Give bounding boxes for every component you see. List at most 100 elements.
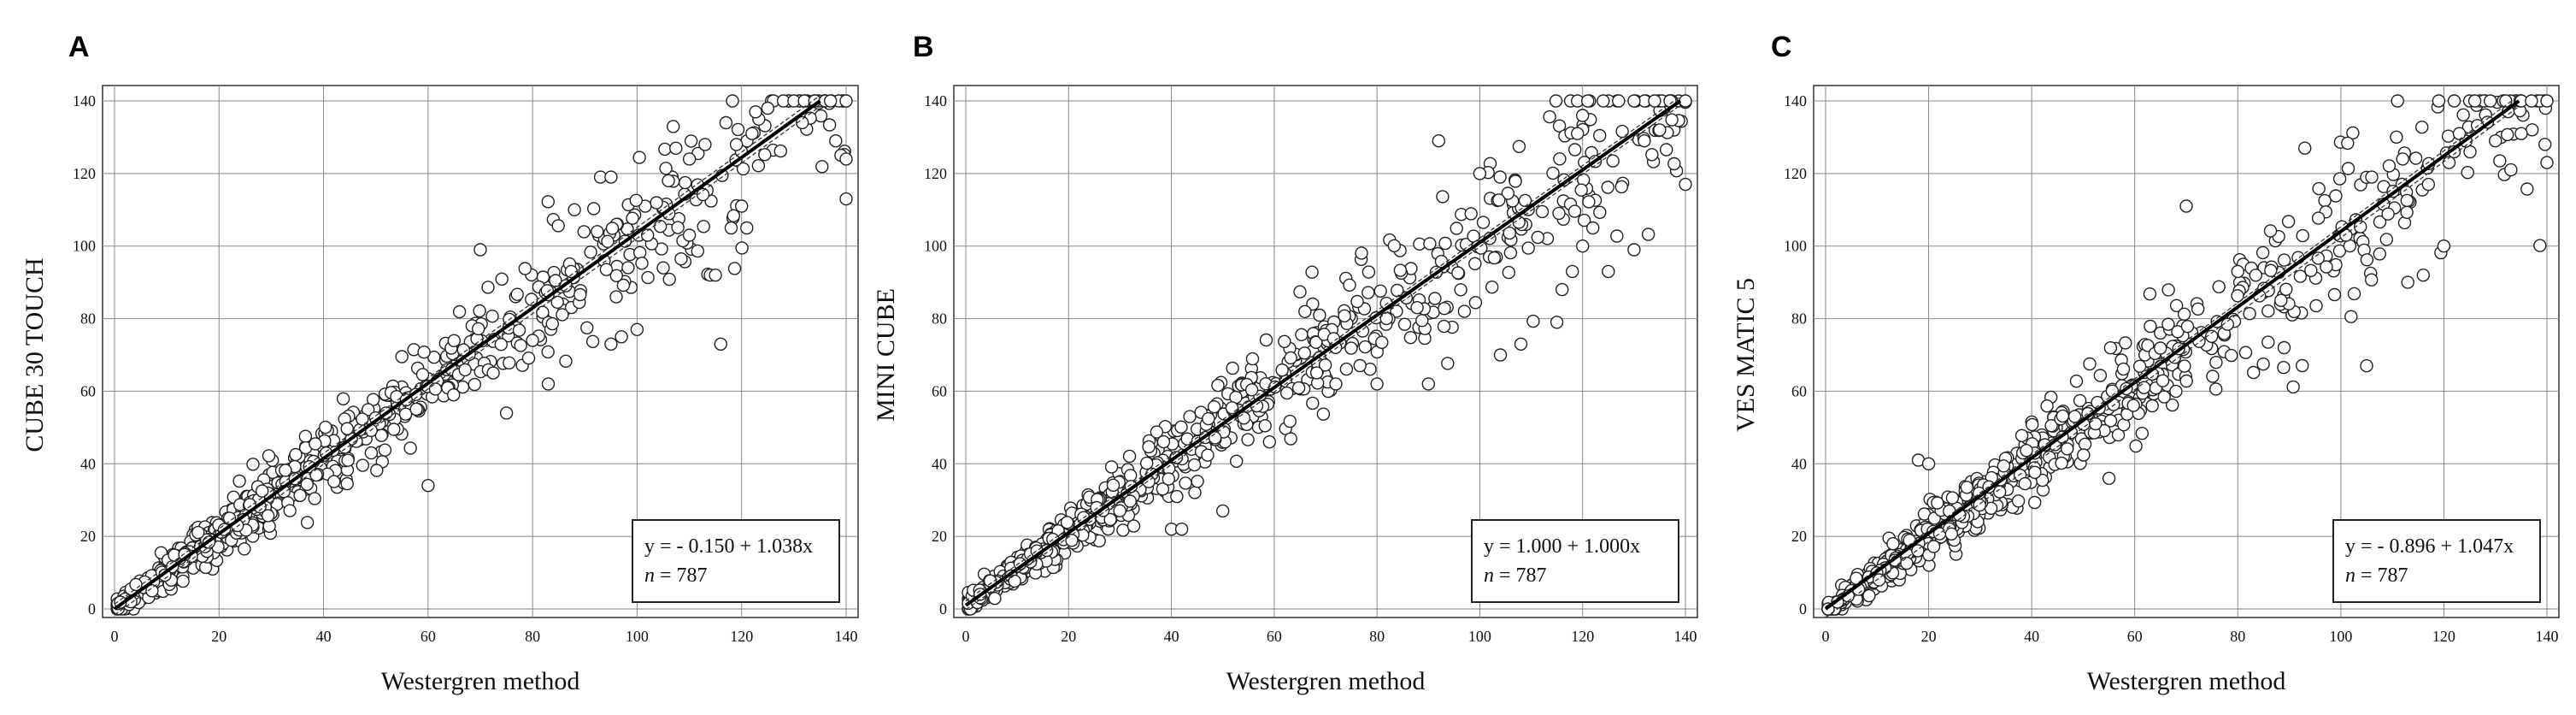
data-point: [2077, 448, 2091, 462]
data-point: [1570, 127, 1585, 140]
data-point: [2116, 362, 2131, 376]
data-point: [452, 304, 467, 319]
data-point: [726, 94, 739, 108]
data-point: [1567, 143, 1582, 157]
data-point: [1648, 94, 1661, 108]
data-point: [1514, 337, 1528, 351]
data-point: [473, 243, 487, 257]
y-tick-label: 100: [73, 238, 96, 255]
data-point: [2365, 170, 2379, 184]
data-point: [2400, 193, 2414, 208]
x-tick-label: 0: [111, 628, 119, 645]
data-point: [499, 406, 514, 420]
data-point: [679, 175, 692, 190]
data-point: [650, 196, 663, 210]
data-point: [1552, 119, 1567, 133]
data-point: [2056, 409, 2070, 423]
data-point: [2525, 94, 2538, 108]
x-tick-label: 0: [1822, 628, 1830, 645]
panel-letter: C: [1771, 31, 1792, 63]
data-point: [2231, 289, 2244, 303]
data-point: [1393, 263, 1408, 277]
data-point: [2414, 120, 2429, 134]
data-point: [2224, 348, 2238, 363]
data-point: [494, 338, 508, 352]
data-point: [2018, 476, 2032, 491]
data-point: [541, 377, 556, 391]
y-tick-label: 120: [73, 165, 96, 182]
sample-size-symbol: n: [2345, 564, 2355, 587]
data-point: [1526, 314, 1540, 328]
data-point: [1358, 340, 1373, 354]
data-point: [1451, 266, 1465, 280]
data-point: [283, 504, 297, 517]
data-point: [564, 264, 578, 279]
data-point: [2401, 275, 2414, 289]
panel-a: A 0 20 40 60 80 100 120 140 0 20 40 60 80 100 120 140 Wes…: [21, 31, 859, 695]
data-point: [1103, 512, 1117, 527]
data-point: [698, 138, 712, 151]
y-tick-label: 0: [939, 600, 947, 618]
data-point: [2020, 444, 2033, 458]
data-point: [536, 305, 550, 319]
data-point: [2040, 399, 2054, 413]
data-point: [1503, 245, 1518, 260]
data-point: [1284, 432, 1297, 446]
data-point: [473, 304, 486, 318]
y-tick-label: 80: [932, 310, 947, 328]
data-point: [1521, 241, 1535, 255]
data-point: [815, 160, 829, 174]
data-point: [822, 118, 837, 132]
data-point: [2304, 263, 2318, 277]
data-point: [246, 458, 260, 471]
data-point: [2343, 239, 2357, 253]
data-point: [341, 453, 355, 467]
data-point: [1464, 207, 1478, 221]
data-point: [468, 377, 481, 392]
data-point: [729, 138, 744, 151]
data-point: [2437, 239, 2451, 253]
x-tick-label: 40: [2024, 628, 2039, 645]
data-point: [2165, 398, 2179, 412]
data-point: [1614, 180, 1629, 194]
data-point: [2416, 269, 2431, 282]
data-point: [549, 274, 562, 287]
data-point: [662, 272, 676, 287]
data-point: [1113, 504, 1126, 517]
sample-size-symbol: n: [1484, 564, 1494, 587]
data-point: [1244, 383, 1259, 397]
data-point: [2137, 381, 2151, 394]
data-point: [486, 366, 500, 380]
data-point: [839, 192, 853, 206]
data-point: [1441, 357, 1455, 370]
data-point: [1259, 333, 1273, 347]
data-point: [1476, 216, 1491, 229]
data-point: [2155, 374, 2170, 387]
data-point: [2083, 357, 2097, 371]
data-point: [1512, 139, 1526, 154]
data-point: [1329, 377, 1343, 391]
data-point: [1593, 205, 1607, 220]
data-point: [568, 203, 581, 217]
data-point: [2297, 141, 2312, 155]
data-point: [1313, 308, 1326, 322]
data-point: [1597, 94, 1610, 108]
data-point: [626, 211, 639, 225]
data-point: [2264, 263, 2278, 277]
data-point: [1931, 496, 1944, 510]
regression-line: [964, 99, 1682, 607]
data-point: [1339, 362, 1354, 376]
data-point: [2344, 310, 2358, 323]
y-tick-label: 60: [80, 382, 96, 399]
x-tick-label: 60: [421, 628, 436, 645]
x-tick-label: 120: [2432, 628, 2455, 645]
data-point: [421, 479, 435, 493]
y-tick-label: 0: [88, 600, 96, 618]
data-point: [145, 584, 159, 598]
data-point: [2421, 177, 2436, 192]
data-point: [1436, 190, 1450, 204]
data-point: [1567, 204, 1582, 218]
data-point: [2161, 317, 2175, 331]
data-point: [1518, 193, 1532, 208]
